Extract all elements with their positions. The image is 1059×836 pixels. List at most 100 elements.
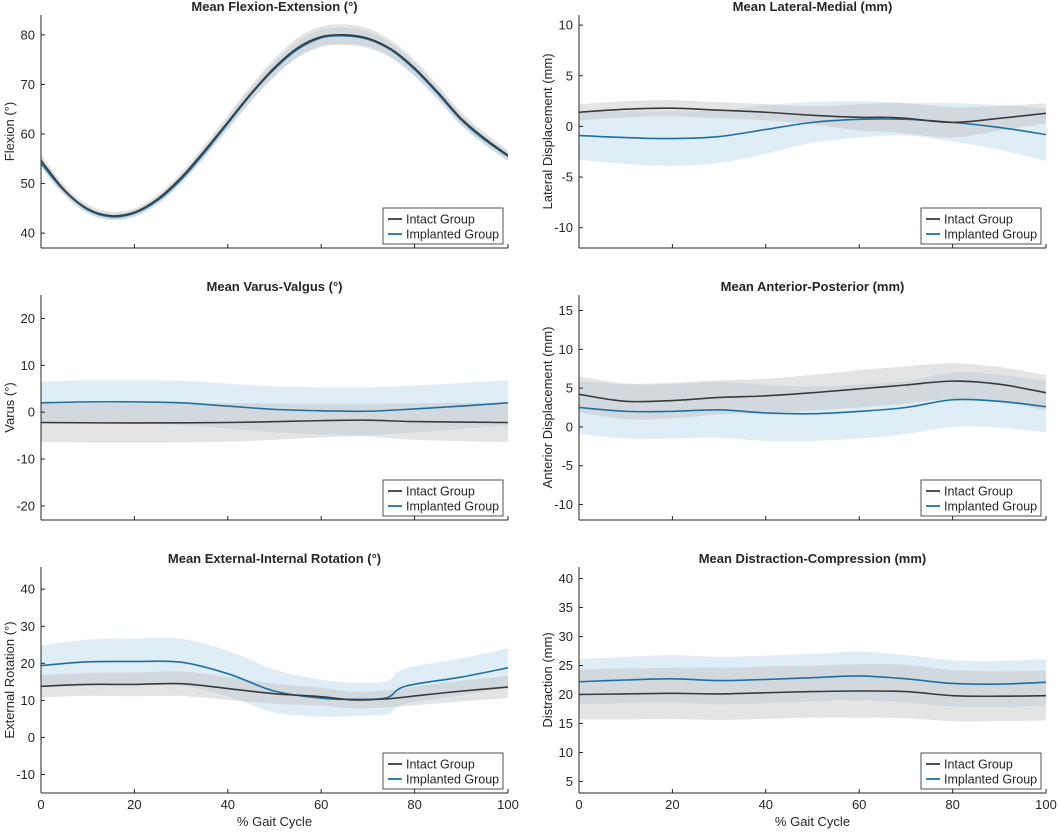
y-axis-label: Anterior Displacement (mm) <box>540 327 555 489</box>
plot-area <box>579 363 1046 442</box>
y-tick-label: -5 <box>561 458 573 473</box>
panel-distraction-compression: 5 10 15 20 25 30 35 40 0 20 40 60 80 100 Mean Distract… <box>540 551 1057 829</box>
y-tick-label: -10 <box>554 220 573 235</box>
x-axis-label: % Gait Cycle <box>237 814 312 829</box>
y-axis-label: External Rotation (°) <box>2 621 17 738</box>
legend-implanted-label: Implanted Group <box>406 773 499 787</box>
panel-lateral-medial: -10 -5 0 5 10 Mean Lateral-Medial (mm) Lateral… <box>540 0 1047 249</box>
x-tick-label: 20 <box>127 797 141 812</box>
y-tick-label: 10 <box>559 18 573 33</box>
y-tick-label: 15 <box>559 716 573 731</box>
chart-title: Mean Lateral-Medial (mm) <box>733 0 893 14</box>
panel-varus-valgus: -20 -10 0 10 20 Mean Varus-Valgus (°) Varus (°… <box>2 279 509 521</box>
legend-implanted-label: Implanted Group <box>406 500 499 514</box>
y-axis-label: Distraction (mm) <box>540 632 555 727</box>
y-tick-label: 0 <box>566 419 573 434</box>
chart-title: Mean Flexion-Extension (°) <box>191 0 357 14</box>
plot-area <box>41 24 508 221</box>
legend-box <box>920 752 1042 790</box>
legend-intact-label: Intact Group <box>944 758 1013 772</box>
y-tick-label: 40 <box>21 582 35 597</box>
x-tick-label: 100 <box>1035 797 1057 812</box>
y-axis-label: Varus (°) <box>2 382 17 432</box>
plot-area <box>41 637 508 717</box>
implanted-sd-band <box>579 101 1046 166</box>
y-tick-label: 40 <box>21 226 35 241</box>
legend-box <box>920 207 1042 245</box>
plot-area <box>579 100 1046 166</box>
implanted-mean-line <box>41 34 508 218</box>
y-tick-label: 0 <box>566 119 573 134</box>
x-tick-label: 60 <box>852 797 866 812</box>
y-tick-label: 10 <box>559 342 573 357</box>
y-tick-label: 25 <box>559 658 573 673</box>
y-tick-label: 30 <box>21 619 35 634</box>
x-tick-label: 0 <box>575 797 582 812</box>
y-tick-label: 0 <box>28 405 35 420</box>
x-tick-label: 80 <box>407 797 421 812</box>
y-tick-label: 20 <box>21 656 35 671</box>
implanted-sd-band <box>41 637 508 717</box>
intact-mean-line <box>579 380 1046 403</box>
y-axis-label: Flexion (°) <box>2 102 17 161</box>
y-tick-label: -10 <box>16 452 35 467</box>
legend-intact-label: Intact Group <box>406 213 475 227</box>
intact-sd-band <box>41 402 508 443</box>
x-tick-label: 20 <box>665 797 679 812</box>
y-tick-label: 35 <box>559 600 573 615</box>
intact-mean-line <box>579 107 1046 124</box>
intact-mean-line <box>41 419 508 424</box>
legend-intact-label: Intact Group <box>944 485 1013 499</box>
y-tick-label: 10 <box>21 693 35 708</box>
legend-implanted-label: Implanted Group <box>944 228 1037 242</box>
y-tick-label: -10 <box>554 497 573 512</box>
y-tick-label: 10 <box>21 358 35 373</box>
x-tick-label: 60 <box>314 797 328 812</box>
x-tick-label: 0 <box>37 797 44 812</box>
legend-intact-label: Intact Group <box>406 758 475 772</box>
implanted-sd-band <box>41 27 508 221</box>
chart-title: Mean Distraction-Compression (mm) <box>699 551 927 566</box>
y-tick-label: 20 <box>21 311 35 326</box>
x-tick-label: 80 <box>945 797 959 812</box>
intact-sd-band <box>41 24 508 220</box>
y-tick-label: 80 <box>21 27 35 42</box>
legend-box <box>382 752 504 790</box>
intact-sd-band <box>579 664 1046 722</box>
x-tick-label: 100 <box>497 797 519 812</box>
x-tick-label: 40 <box>759 797 773 812</box>
legend-box <box>382 479 504 517</box>
implanted-sd-band <box>579 372 1046 442</box>
implanted-mean-line <box>579 675 1046 685</box>
y-tick-label: -10 <box>16 767 35 782</box>
implanted-mean-line <box>579 398 1046 415</box>
legend-implanted-label: Implanted Group <box>944 500 1037 514</box>
x-tick-label: 40 <box>221 797 235 812</box>
y-tick-label: 50 <box>21 176 35 191</box>
y-axis-label: Lateral Displacement (mm) <box>540 53 555 209</box>
y-tick-label: -5 <box>561 170 573 185</box>
legend-implanted-label: Implanted Group <box>944 773 1037 787</box>
y-tick-label: 70 <box>21 77 35 92</box>
implanted-mean-line <box>41 400 508 413</box>
implanted-mean-line <box>579 118 1046 140</box>
y-tick-label: 20 <box>559 687 573 702</box>
intact-mean-line <box>41 33 508 217</box>
chart-title: Mean Varus-Valgus (°) <box>207 279 343 294</box>
y-tick-label: 0 <box>28 730 35 745</box>
legend-intact-label: Intact Group <box>406 485 475 499</box>
legend-box <box>382 207 504 245</box>
legend-intact-label: Intact Group <box>944 213 1013 227</box>
legend-box <box>920 479 1042 517</box>
plot-area <box>41 380 508 443</box>
y-tick-label: 10 <box>559 745 573 760</box>
panel-flexion-extension: 40 50 60 70 80 Mean Flexion-Extension (°) Flex… <box>2 0 509 249</box>
